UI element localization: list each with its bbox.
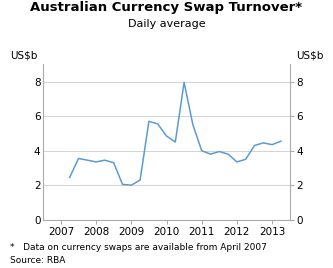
Text: US$b: US$b bbox=[296, 50, 323, 60]
Text: Australian Currency Swap Turnover*: Australian Currency Swap Turnover* bbox=[30, 1, 303, 14]
Text: US$b: US$b bbox=[10, 50, 37, 60]
Text: *   Data on currency swaps are available from April 2007: * Data on currency swaps are available f… bbox=[10, 243, 267, 252]
Text: Daily average: Daily average bbox=[128, 19, 205, 29]
Text: Source: RBA: Source: RBA bbox=[10, 256, 65, 265]
